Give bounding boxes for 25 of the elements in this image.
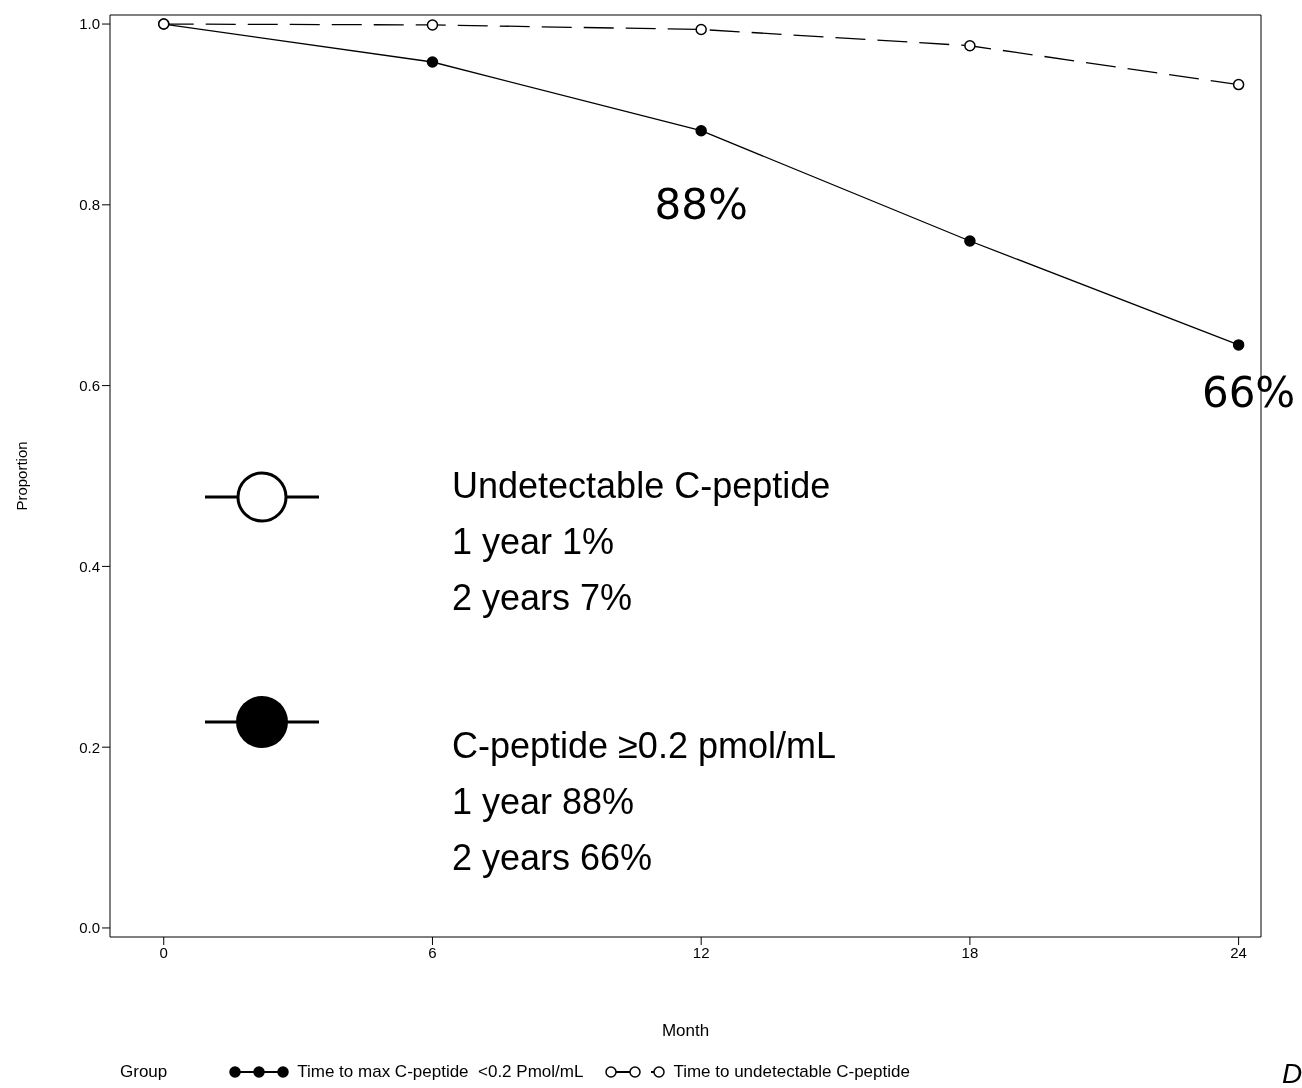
annotation: 66%	[1201, 367, 1296, 417]
legend-label: Time to undetectable C-peptide	[673, 1062, 910, 1082]
y-tick-label: 0.8	[79, 196, 100, 214]
legend-label: Time to max C-peptide <0.2 Pmol/mL	[297, 1062, 584, 1082]
x-axis-title: Month	[661, 1021, 710, 1040]
annotation: C-peptide ≥0.2 pmol/mL	[452, 724, 836, 768]
x-tick-label: 12	[692, 943, 710, 961]
annotation: 1 year 88%	[452, 780, 635, 824]
legend-title: Group	[120, 1062, 168, 1082]
x-tick-label: 18	[961, 943, 979, 961]
annotation: 88%	[654, 179, 748, 229]
y-axis-title: Proportion	[13, 441, 31, 511]
annotation: Undetectable C-peptide	[452, 464, 831, 508]
annotation: 1 year 1%	[452, 520, 615, 564]
y-tick-label: 1.0	[79, 15, 100, 33]
y-tick-label: 0.0	[79, 919, 100, 937]
text: D	[1282, 1058, 1302, 1088]
x-tick-label: 6	[428, 943, 437, 961]
y-tick-label: 0.6	[79, 376, 100, 394]
y-tick-label: 0.2	[79, 738, 100, 756]
x-tick-label: 0	[159, 943, 168, 961]
annotation: 2 years 66%	[452, 836, 653, 880]
annotation: 2 years 7%	[452, 576, 633, 620]
y-tick-label: 0.4	[79, 557, 100, 575]
x-tick-label: 24	[1230, 943, 1247, 961]
